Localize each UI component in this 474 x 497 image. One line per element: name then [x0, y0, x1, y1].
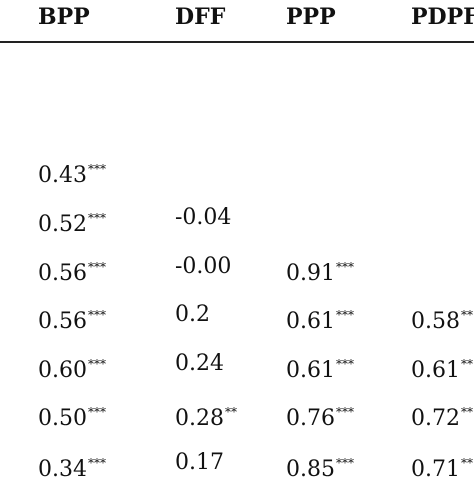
- table-cell: 0.85***: [286, 449, 354, 484]
- table-cell: 0.43***: [38, 155, 106, 190]
- table-row: 0.56*** 0.2 0.61*** 0.58**: [0, 301, 474, 349]
- table-cell: 0.34***: [38, 449, 106, 484]
- table-cell: -0.04: [175, 204, 231, 232]
- column-header-ppp: PPP: [286, 4, 336, 30]
- cell-value: 0.61: [411, 358, 460, 383]
- significance-marker: ***: [87, 162, 106, 176]
- table-cell: 0.17: [175, 449, 224, 477]
- table-cell: 0.71**: [411, 449, 473, 484]
- cell-value: 0.60: [38, 358, 87, 383]
- significance-marker: ***: [87, 405, 106, 419]
- cell-value: 0.72: [411, 406, 460, 431]
- significance-marker: ***: [335, 260, 354, 274]
- table-cell: 0.76***: [286, 398, 354, 433]
- table-cell: 0.58**: [411, 301, 473, 336]
- cell-value: 0.61: [286, 358, 335, 383]
- significance-marker: ***: [335, 405, 354, 419]
- cell-value: -0.04: [175, 205, 232, 230]
- table-row: 0.60*** 0.24 0.61*** 0.61**: [0, 350, 474, 398]
- cell-value: 0.34: [38, 457, 87, 482]
- table-cell: 0.56***: [38, 253, 106, 288]
- table-cell: 0.56***: [38, 301, 106, 336]
- table-cell: 0.61***: [286, 301, 354, 336]
- cell-value: 0.2: [175, 302, 210, 327]
- cell-value: 0.91: [286, 261, 335, 286]
- table-cell: 0.24: [175, 350, 224, 378]
- table-header: BPP DFF PPP PDPF: [0, 0, 474, 40]
- significance-marker: ***: [87, 308, 106, 322]
- significance-marker: ***: [335, 357, 354, 371]
- column-header-pdpf: PDPF: [411, 4, 474, 30]
- cell-value: 0.52: [38, 212, 87, 237]
- table-cell: 0.52***: [38, 204, 106, 239]
- significance-marker: ***: [87, 456, 106, 470]
- cell-value: 0.24: [175, 351, 224, 376]
- header-rule: [0, 41, 474, 43]
- table-cell: 0.50***: [38, 398, 106, 433]
- table-cell: -0.00: [175, 253, 231, 281]
- cell-value: 0.61: [286, 309, 335, 334]
- cell-value: 0.58: [411, 309, 460, 334]
- table-row: 0.50*** 0.28** 0.76*** 0.72**: [0, 398, 474, 446]
- table-cell: 0.2: [175, 301, 210, 329]
- table-cell: 0.91***: [286, 253, 354, 288]
- significance-marker: **: [460, 405, 473, 419]
- cell-value: 0.50: [38, 406, 87, 431]
- significance-marker: ***: [87, 211, 106, 225]
- cell-value: 0.85: [286, 457, 335, 482]
- significance-marker: ***: [87, 357, 106, 371]
- significance-marker: **: [224, 405, 237, 419]
- cell-value: 0.43: [38, 163, 87, 188]
- column-header-dff: DFF: [175, 4, 226, 30]
- cell-value: 0.56: [38, 261, 87, 286]
- table-row: 0.52*** -0.04: [0, 204, 474, 252]
- table-cell: 0.60***: [38, 350, 106, 385]
- table-row: 0.56*** -0.00 0.91***: [0, 253, 474, 301]
- significance-marker: ***: [335, 308, 354, 322]
- cell-value: 0.28: [175, 406, 224, 431]
- table-row: 0.43***: [0, 155, 474, 203]
- cell-value: 0.17: [175, 450, 224, 475]
- significance-marker: **: [460, 456, 473, 470]
- significance-marker: ***: [335, 456, 354, 470]
- cell-value: -0.00: [175, 254, 232, 279]
- cell-value: 0.71: [411, 457, 460, 482]
- significance-marker: ***: [87, 260, 106, 274]
- significance-marker: **: [460, 308, 473, 322]
- table-cell: 0.61**: [411, 350, 473, 385]
- table-cell: 0.72**: [411, 398, 473, 433]
- table-cell: 0.61***: [286, 350, 354, 385]
- table-cell: 0.28**: [175, 398, 237, 433]
- cell-value: 0.76: [286, 406, 335, 431]
- column-header-bpp: BPP: [38, 4, 90, 30]
- significance-marker: **: [460, 357, 473, 371]
- table-row: 0.34*** 0.17 0.85*** 0.71**: [0, 449, 474, 497]
- cell-value: 0.56: [38, 309, 87, 334]
